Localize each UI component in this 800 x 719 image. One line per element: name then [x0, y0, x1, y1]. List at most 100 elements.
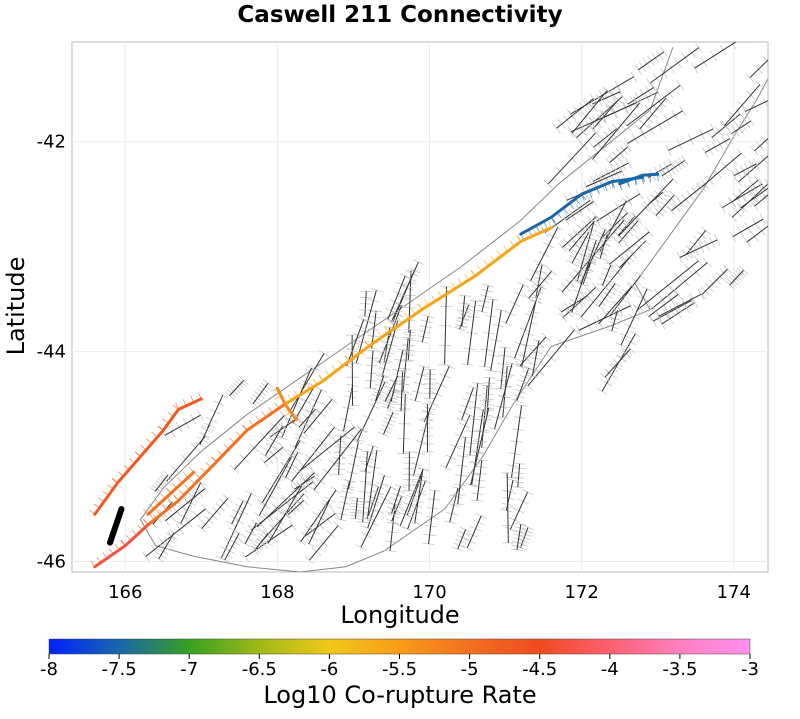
background-fault — [229, 379, 245, 396]
background-fault — [731, 179, 759, 203]
background-fault — [721, 183, 763, 209]
background-fault — [294, 389, 322, 448]
background-fault — [754, 137, 768, 152]
colorbar-tick-label: -6 — [320, 659, 338, 680]
background-fault — [445, 414, 471, 468]
colorbar-tick-label: -4 — [601, 659, 619, 680]
background-fault — [391, 486, 401, 514]
background-fault — [356, 382, 386, 442]
background-fault — [343, 385, 354, 432]
background-fault — [407, 329, 411, 361]
background-fault — [407, 480, 426, 530]
background-fault — [746, 225, 768, 243]
background-fault — [562, 287, 597, 318]
background-fault — [285, 451, 299, 478]
background-faults — [141, 42, 768, 565]
background-fault — [598, 283, 616, 307]
background-fault — [591, 219, 625, 258]
background-fault — [578, 305, 631, 331]
background-fault — [303, 399, 333, 434]
background-fault — [366, 450, 378, 519]
background-fault — [340, 480, 350, 520]
background-fault — [609, 231, 650, 265]
background-fault — [627, 87, 654, 105]
background-fault — [252, 383, 269, 405]
background-fault — [461, 387, 474, 420]
background-fault — [258, 455, 293, 516]
background-fault — [414, 469, 424, 524]
background-fault — [516, 367, 530, 401]
background-fault — [255, 532, 269, 550]
background-fault — [402, 337, 409, 393]
background-fault — [516, 524, 522, 550]
background-fault — [449, 487, 459, 523]
background-fault — [626, 84, 681, 127]
coastline-segment — [300, 78, 768, 572]
background-fault — [509, 491, 529, 530]
background-fault — [261, 440, 301, 503]
x-tick-label: 172 — [564, 582, 598, 603]
background-fault — [711, 113, 741, 138]
background-fault — [604, 348, 631, 378]
background-fault — [165, 488, 206, 522]
background-fault — [408, 270, 412, 333]
background-fault — [704, 138, 731, 153]
background-fault — [731, 120, 752, 135]
background-fault — [648, 293, 679, 317]
background-fault — [565, 200, 594, 221]
axis-ticks: 166 168 170 172 174 -42 -44 -46 — [37, 132, 751, 603]
background-fault — [231, 500, 244, 525]
background-fault — [655, 194, 675, 216]
background-fault — [571, 232, 590, 264]
background-fault — [571, 240, 597, 313]
background-fault — [749, 59, 768, 79]
highlighted-fault-source-fault — [107, 506, 125, 546]
background-fault — [364, 291, 367, 317]
background-fault — [592, 102, 640, 160]
background-fault — [547, 132, 597, 185]
background-fault — [308, 499, 331, 545]
y-tick-label: -44 — [37, 342, 66, 363]
colorbar-tick-label: -3.5 — [662, 659, 697, 680]
background-fault — [309, 525, 339, 561]
background-fault — [544, 199, 591, 233]
background-fault — [224, 533, 240, 561]
highlighted-fault-fiordland-inner — [143, 466, 196, 516]
colorbar-tick-label: -8 — [40, 659, 58, 680]
background-fault — [391, 495, 403, 522]
background-fault — [733, 163, 757, 176]
background-fault — [391, 261, 419, 322]
fault-trace — [146, 470, 196, 516]
colorbar-tick-label: -6.5 — [242, 659, 277, 680]
background-fault — [647, 191, 664, 206]
y-tick-label: -46 — [37, 552, 66, 573]
background-fault — [571, 90, 608, 134]
background-fault — [481, 285, 489, 312]
background-fault — [627, 110, 683, 144]
background-fault — [592, 162, 629, 182]
x-axis-label: Longitude — [340, 601, 460, 629]
background-fault — [158, 532, 175, 560]
fault-trace — [107, 506, 125, 546]
background-fault — [444, 286, 448, 365]
highlighted-fault-hope-branch — [270, 386, 298, 425]
background-fault — [201, 498, 229, 529]
background-fault — [506, 472, 509, 543]
background-fault — [599, 234, 608, 259]
background-fault — [234, 415, 285, 470]
background-fault — [244, 522, 257, 545]
background-fault — [423, 366, 450, 422]
background-fault — [207, 395, 224, 429]
background-fault — [287, 500, 305, 515]
background-fault — [661, 302, 695, 325]
background-fault — [732, 218, 764, 238]
x-tick-label: 166 — [108, 582, 142, 603]
background-fault — [611, 310, 618, 332]
highlighted-fault-alpine-south — [90, 519, 150, 569]
background-fault — [618, 240, 647, 269]
x-tick-label: 170 — [412, 582, 446, 603]
background-fault — [490, 310, 502, 371]
background-fault — [658, 293, 702, 317]
colorbar-tick-label: -7 — [180, 659, 198, 680]
background-fault — [668, 128, 714, 151]
